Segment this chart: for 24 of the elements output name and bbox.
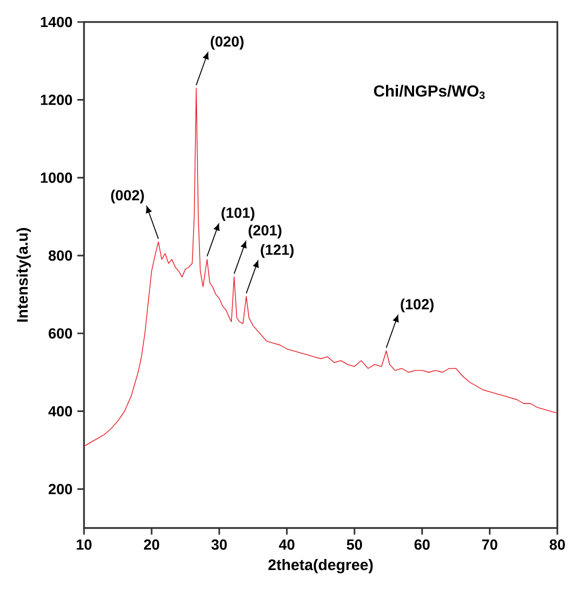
x-tick-label: 80 xyxy=(550,539,565,550)
y-tick-label: 600 xyxy=(48,328,72,339)
annotation: (201) xyxy=(248,224,282,238)
y-tick-label: 1000 xyxy=(40,172,72,183)
annotation: (102) xyxy=(400,298,434,312)
x-tick-label: 50 xyxy=(346,539,362,550)
y-tick-label: 200 xyxy=(48,484,72,494)
x-tick-label: 20 xyxy=(144,539,160,550)
y-tick-label: 1400 xyxy=(40,16,72,28)
x-tick-label: 70 xyxy=(482,539,498,550)
x-tick-label: 60 xyxy=(414,539,430,550)
annotation: (020) xyxy=(210,36,244,50)
annotation: (002) xyxy=(111,190,144,204)
text: Chi/NGPs/WO$_{3}$ xyxy=(374,84,485,100)
y-axis-title: Intensity(a.u) xyxy=(16,228,31,322)
annotation: (101) xyxy=(222,207,254,221)
x-tick-label: 40 xyxy=(278,539,294,550)
annotation: (121) xyxy=(260,244,294,258)
x-axis-title: 2theta(degree) xyxy=(268,558,373,574)
y-tick-label: 800 xyxy=(48,250,72,261)
x-tick-label: 10 xyxy=(76,539,92,550)
y-tick-label: 400 xyxy=(48,406,72,416)
x-tick-label: 30 xyxy=(211,539,227,550)
y-tick-label: 1200 xyxy=(40,94,72,106)
